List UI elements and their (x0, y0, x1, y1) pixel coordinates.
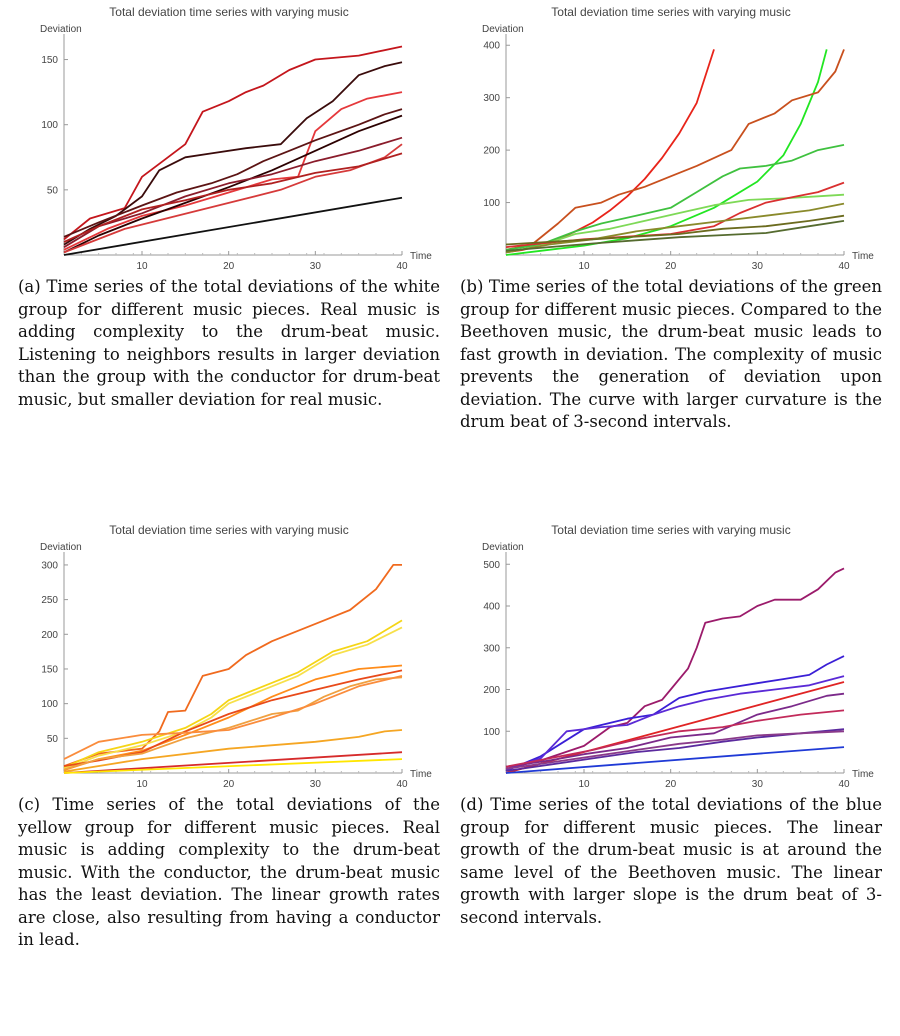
y-tick-label: 300 (483, 643, 500, 654)
series-line-8 (505, 214, 845, 246)
panel-a: Total deviation time series with varying… (14, 0, 444, 411)
y-tick-label: 300 (483, 93, 500, 104)
x-tick-label: 40 (838, 261, 850, 270)
caption-b: (b) Time series of the total deviations … (460, 277, 882, 431)
y-tick-label: 300 (41, 560, 58, 571)
series-line-3 (63, 91, 403, 251)
caption-a: (a) Time series of the total deviations … (18, 277, 440, 409)
y-tick-label: 200 (483, 685, 500, 696)
y-tick-label: 200 (41, 630, 58, 641)
x-tick-label: 30 (752, 779, 764, 788)
y-tick-label: 50 (47, 734, 59, 745)
series-line-10 (63, 758, 403, 774)
series-line-6 (63, 676, 403, 771)
series-line-4 (505, 144, 845, 251)
chart-b: Total deviation time series with varying… (482, 5, 874, 270)
series-line-3 (63, 626, 403, 770)
x-tick-label: 20 (665, 779, 677, 788)
panel-c: Total deviation time series with varying… (14, 518, 444, 952)
series-line-4 (63, 664, 403, 772)
y-tick-label: 100 (483, 198, 500, 209)
series-line-3 (505, 49, 845, 251)
x-tick-label: 20 (223, 779, 235, 788)
series-line-5 (505, 692, 845, 768)
series-line-7 (63, 675, 403, 760)
x-tick-label: 10 (578, 261, 590, 270)
x-tick-label: 40 (396, 261, 408, 270)
caption-d: (d) Time series of the total deviations … (460, 795, 882, 927)
chart-title: Total deviation time series with varying… (551, 523, 790, 537)
y-tick-label: 150 (41, 55, 58, 66)
series-line-7 (63, 143, 403, 254)
chart-title: Total deviation time series with varying… (551, 5, 790, 19)
series-line-9 (505, 220, 845, 252)
series-line-3 (505, 675, 845, 771)
y-tick-label: 400 (483, 41, 500, 52)
y-tick-label: 400 (483, 602, 500, 613)
y-tick-label: 200 (483, 146, 500, 157)
x-tick-label: 10 (578, 779, 590, 788)
y-tick-label: 150 (41, 664, 58, 675)
x-tick-label: 30 (310, 261, 322, 270)
series-line-1 (505, 567, 845, 770)
panel-b: Total deviation time series with varying… (456, 0, 886, 434)
series-line-9 (63, 196, 403, 256)
series-line-9 (63, 751, 403, 774)
y-axis-label: Deviation (482, 542, 524, 553)
chart-c: Total deviation time series with varying… (40, 523, 432, 788)
x-tick-label: 20 (665, 261, 677, 270)
x-axis-label: Time (410, 251, 432, 262)
series-line-6 (505, 709, 845, 768)
series-line-4 (63, 108, 403, 238)
y-tick-label: 100 (483, 727, 500, 738)
chart-d: Total deviation time series with varying… (482, 523, 874, 788)
y-axis-label: Deviation (40, 24, 82, 35)
x-tick-label: 10 (136, 261, 148, 270)
series-line-2 (505, 49, 828, 256)
series-line-7 (505, 728, 845, 772)
y-tick-label: 250 (41, 595, 58, 606)
series-line-5 (505, 193, 845, 254)
panel-d: Total deviation time series with varying… (456, 518, 886, 929)
series-line-7 (505, 202, 845, 254)
series-line-8 (63, 152, 403, 243)
x-tick-label: 30 (752, 261, 764, 270)
chart-a: Total deviation time series with varying… (40, 5, 432, 270)
y-tick-label: 100 (41, 120, 58, 131)
series-line-2 (63, 619, 403, 769)
y-axis-label: Deviation (482, 24, 524, 35)
y-tick-label: 500 (483, 560, 500, 571)
y-tick-label: 50 (47, 185, 59, 196)
x-axis-label: Time (852, 251, 874, 262)
x-axis-label: Time (852, 769, 874, 780)
x-tick-label: 30 (310, 779, 322, 788)
chart-title: Total deviation time series with varying… (109, 523, 348, 537)
x-tick-label: 20 (223, 261, 235, 270)
series-line-5 (63, 114, 403, 254)
y-tick-label: 100 (41, 699, 58, 710)
x-tick-label: 40 (396, 779, 408, 788)
series-line-9 (505, 746, 845, 774)
series-line-2 (505, 655, 845, 772)
series-line-8 (63, 729, 403, 773)
y-axis-label: Deviation (40, 542, 82, 553)
x-tick-label: 10 (136, 779, 148, 788)
series-line-8 (505, 730, 845, 770)
chart-title: Total deviation time series with varying… (109, 5, 348, 19)
caption-c: (c) Time series of the total deviations … (18, 795, 440, 949)
x-axis-label: Time (410, 769, 432, 780)
series-line-1 (63, 45, 403, 241)
series-line-1 (63, 564, 402, 767)
series-line-6 (63, 136, 403, 248)
x-tick-label: 40 (838, 779, 850, 788)
series-line-2 (63, 61, 403, 246)
